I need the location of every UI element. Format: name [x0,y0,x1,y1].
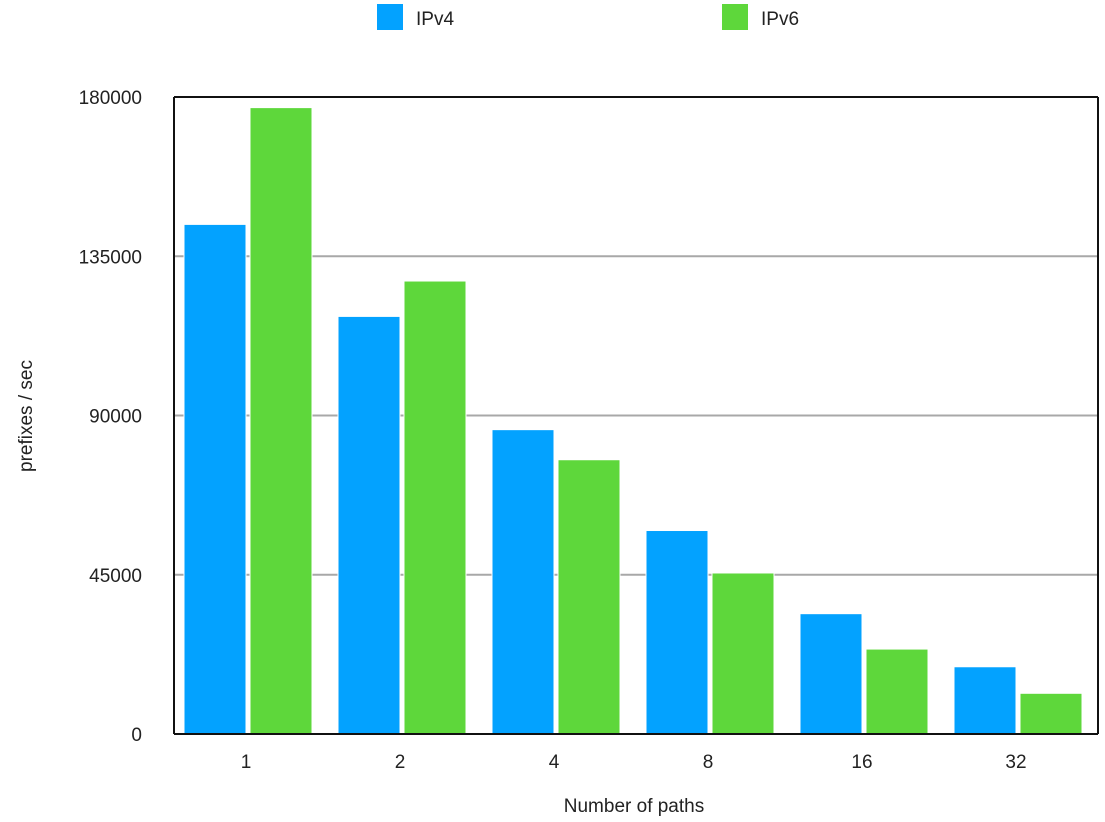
bar-ipv4-2 [337,315,401,735]
legend: IPv4 IPv6 [377,4,799,30]
bar-ipv4-1 [183,223,247,735]
legend-label-ipv4: IPv4 [416,9,454,30]
bar-ipv6-2 [403,280,467,735]
bar-ipv4-16 [799,613,863,735]
legend-swatch-ipv4 [377,4,403,30]
x-tick-label: 4 [549,752,560,773]
axes [173,96,1099,735]
x-tick-label: 2 [395,752,406,773]
legend-label-ipv6: IPv6 [761,9,799,30]
bar-ipv4-8 [645,530,709,735]
bar-ipv4-4 [491,429,555,735]
bar-ipv6-16 [865,648,929,735]
bar-ipv4-32 [953,666,1017,735]
x-tick-label: 32 [1005,752,1026,773]
y-axis-label: prefixes / sec [16,360,37,472]
y-tick-label: 180000 [79,88,142,109]
bar-ipv6-1 [249,107,313,735]
y-tick-label: 0 [131,725,142,746]
x-tick-labels: 1 2 4 8 16 32 [241,752,1027,773]
legend-swatch-ipv6 [722,4,748,30]
x-axis-label: Number of paths [564,796,704,817]
bar-ipv6-8 [711,572,775,735]
y-tick-label: 45000 [89,566,142,587]
x-tick-label: 1 [241,752,252,773]
bar-ipv6-4 [557,459,621,735]
grid-lines [174,255,1098,576]
bars [183,107,1083,735]
bar-ipv6-32 [1019,692,1083,735]
x-tick-label: 8 [703,752,714,773]
x-tick-label: 16 [851,752,872,773]
y-tick-label: 90000 [89,407,142,428]
y-tick-label: 135000 [79,247,142,268]
y-tick-labels: 0 45000 90000 135000 180000 [79,88,142,746]
